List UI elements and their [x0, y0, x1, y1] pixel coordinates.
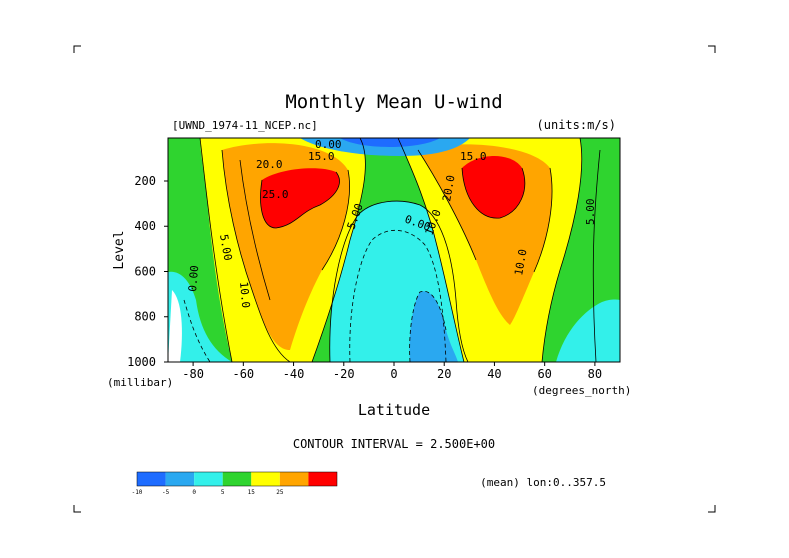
y-tick-label: 600	[134, 264, 156, 278]
contour-label: 20.0	[440, 174, 457, 202]
contour-label: 20.0	[256, 158, 283, 171]
colorbar: -10 -5 0 5 15 25	[132, 471, 338, 496]
colorbar-swatch	[279, 472, 309, 486]
contour-label: 5.00	[217, 233, 234, 261]
x-tick-label: 80	[588, 367, 602, 381]
x-tick-label: 0	[390, 367, 397, 381]
crop-marks	[73, 45, 716, 513]
x-axis-label: Latitude	[358, 401, 430, 419]
y-tick-label: 400	[134, 219, 156, 233]
northern-jet-core	[462, 156, 525, 219]
contour-label: 0.00	[315, 138, 342, 151]
negative-contours	[183, 229, 447, 362]
y-axis-label: Level	[112, 230, 127, 269]
colorbar-label: 0	[192, 489, 196, 496]
colorbar-label: 25	[276, 489, 284, 496]
colorbar-label: -5	[162, 489, 170, 496]
colorbar-swatch	[165, 472, 195, 486]
colorbar-label: 5	[221, 489, 225, 496]
colorbar-frame	[136, 471, 338, 487]
tropical-easterlies-core	[409, 291, 458, 362]
contour-label: 25.0	[262, 188, 289, 201]
colorbar-swatch	[251, 472, 280, 486]
y-unit-label: (millibar)	[107, 376, 173, 389]
x-unit-label: (degrees_north)	[532, 384, 631, 397]
contour-label: 15.0	[460, 150, 487, 163]
x-tick-label: -40	[283, 367, 305, 381]
contour-fill: 20.0 25.0 5.00 10.0 0.00 15.0 0.00 5.00 …	[168, 138, 620, 362]
contour-label: 0.00	[186, 265, 201, 293]
colorbar-swatch	[222, 472, 252, 486]
x-tick-label: -80	[182, 367, 204, 381]
contour-label: 5.00	[584, 199, 597, 226]
y-tick-label: 800	[134, 310, 156, 324]
contour-label: 10.0	[512, 248, 529, 276]
missing-data	[168, 290, 182, 362]
colorbar-swatch	[137, 472, 166, 486]
colorbar-label: 15	[248, 489, 256, 496]
mean-note: (mean) lon:0..357.5	[480, 476, 606, 489]
colorbar-label: -10	[132, 489, 143, 496]
contour-label: 15.0	[308, 150, 335, 163]
x-tick-label: -60	[232, 367, 254, 381]
contour-label: 10.0	[237, 281, 252, 309]
x-tick-label: 40	[487, 367, 501, 381]
contour-lines	[199, 138, 601, 362]
x-tick-label: 60	[537, 367, 551, 381]
y-tick-label: 200	[134, 174, 156, 188]
colorbar-swatch	[308, 472, 337, 486]
chart-title: Monthly Mean U-wind	[285, 91, 502, 113]
x-tick-label: 20	[437, 367, 451, 381]
x-axis-ticks: -80 -60 -40 -20 0 20 40 60 80	[182, 362, 602, 381]
polar-region-north	[556, 299, 620, 362]
units-label: (units:m/s)	[537, 118, 616, 132]
contour-interval-footer: CONTOUR INTERVAL = 2.500E+00	[293, 437, 495, 451]
y-axis-ticks: 200 400 600 800 1000	[127, 174, 168, 369]
southern-jet-core	[260, 168, 340, 228]
colorbar-swatch	[194, 472, 223, 486]
dataset-label: [UWND_1974-11_NCEP.nc]	[172, 119, 318, 132]
polar-region-south	[168, 271, 232, 362]
stratospheric-band-core	[340, 138, 440, 147]
x-tick-label: -20	[333, 367, 355, 381]
y-tick-label: 1000	[127, 355, 156, 369]
